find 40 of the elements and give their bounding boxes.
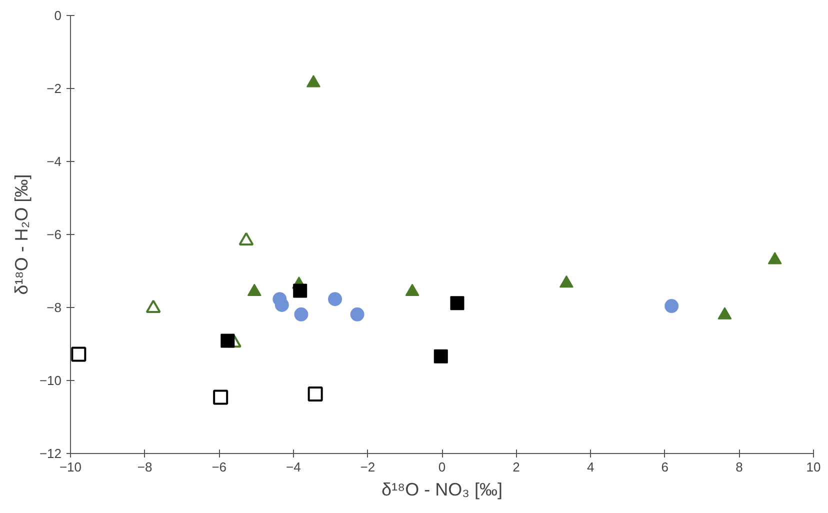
point [308, 386, 323, 402]
point [664, 299, 679, 314]
x-tick-label: −10 [59, 460, 82, 474]
point [350, 307, 364, 322]
point [768, 252, 782, 264]
y-tick-label: −2 [46, 81, 62, 96]
point [213, 390, 228, 405]
x-tick-label: −8 [137, 460, 152, 474]
y-tick-label: 0 [54, 8, 62, 23]
x-tick-label: −4 [286, 460, 301, 474]
y-tick-label: −6 [46, 227, 62, 242]
point [328, 292, 342, 306]
point [306, 75, 320, 88]
x-tick-label: 2 [512, 460, 520, 474]
point [450, 296, 464, 310]
y-tick-label: −4 [46, 154, 62, 169]
x-tick-label: 4 [586, 460, 594, 474]
point [247, 284, 262, 296]
point [220, 334, 235, 348]
point [559, 275, 574, 288]
x-tick-label: 8 [736, 460, 743, 474]
point [718, 307, 732, 320]
x-tick-label: −6 [212, 460, 227, 474]
x-tick-label: −2 [360, 460, 376, 474]
y-tick-label: −12 [39, 446, 62, 461]
point [294, 307, 308, 322]
y-tick-label: −8 [46, 300, 62, 315]
point [146, 300, 161, 313]
point [71, 346, 86, 362]
x-tick-label: 6 [661, 460, 669, 474]
x-tick-label: 0 [438, 460, 446, 474]
x-tick-label: 10 [806, 460, 821, 474]
y-tick-label: −10 [39, 373, 62, 388]
y-axis-title: δ¹⁸O - H₂O [‰] [11, 174, 32, 295]
point [238, 232, 254, 246]
point [405, 284, 420, 296]
point [293, 284, 308, 298]
point [434, 349, 448, 364]
point [274, 298, 289, 312]
x-axis-title: δ¹⁸O - NO₃ [‰] [382, 480, 502, 500]
